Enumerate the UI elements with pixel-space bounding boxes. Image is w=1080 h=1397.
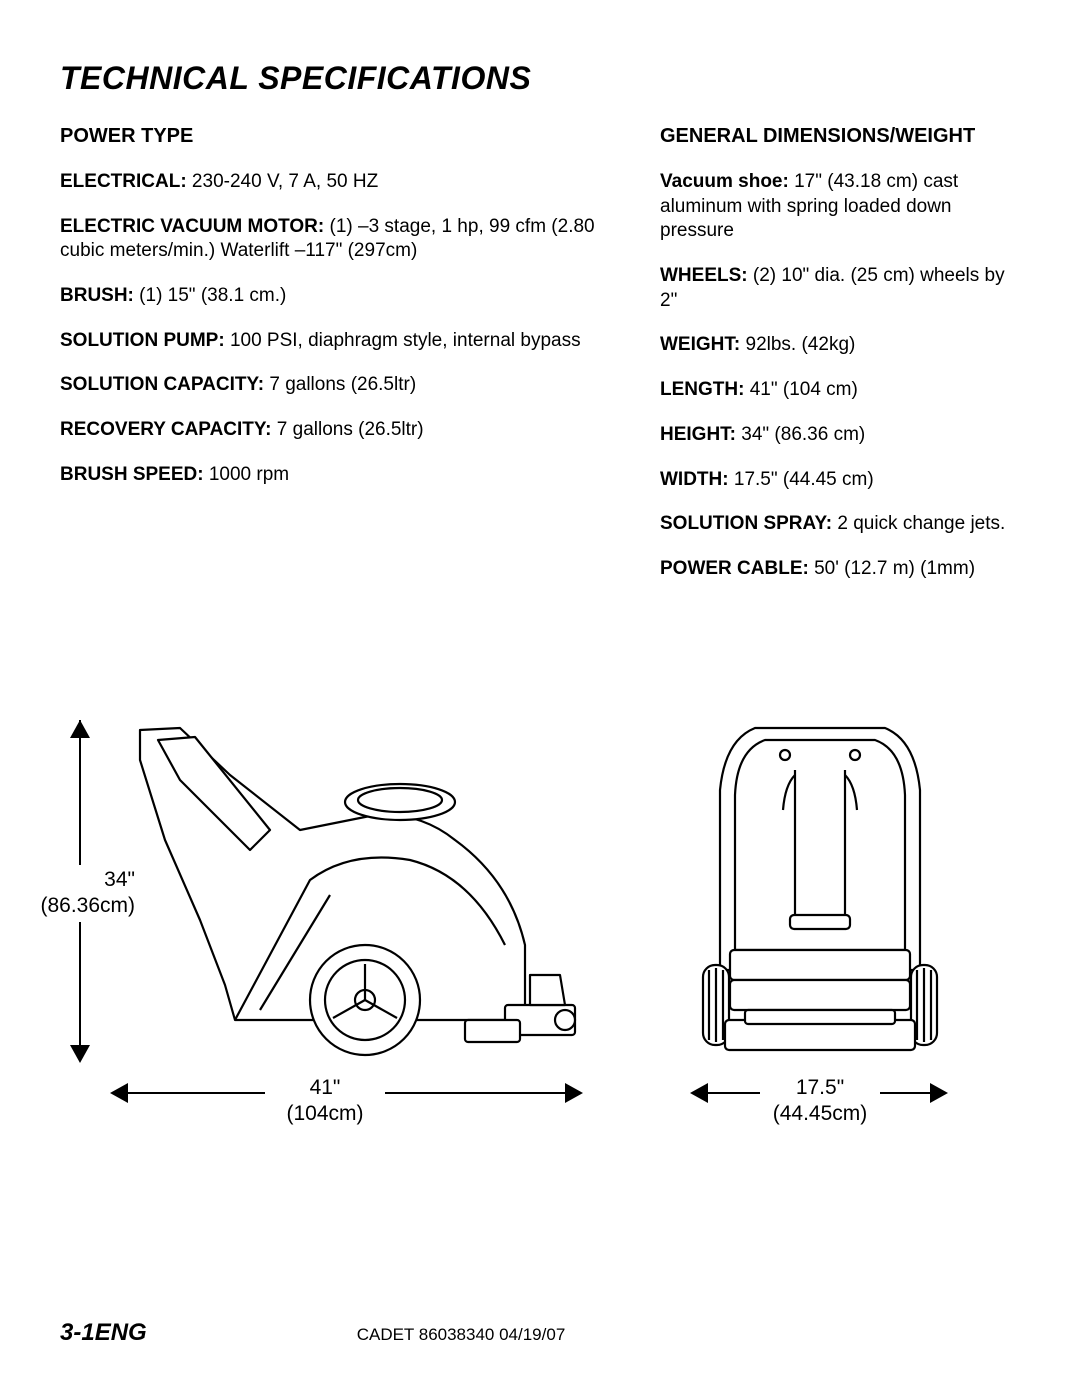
width-inches: 17.5" [796, 1076, 844, 1099]
spec-label: POWER CABLE: [660, 558, 809, 579]
side-view-diagram: 34" (86.36cm) 41" (104cm) [40, 720, 600, 1120]
document-id: CADET 86038340 04/19/07 [357, 1325, 566, 1345]
spec-label: BRUSH SPEED: [60, 464, 204, 485]
spec-row: Vacuum shoe: 17" (43.18 cm) cast aluminu… [660, 170, 1020, 244]
width-cm: (44.45cm) [773, 1102, 868, 1125]
page-title: TECHNICAL SPECIFICATIONS [60, 60, 1020, 97]
spec-value: 92lbs. (42kg) [740, 334, 855, 355]
spec-value: 7 gallons (26.5ltr) [264, 374, 416, 395]
spec-label: SOLUTION CAPACITY: [60, 374, 264, 395]
machine-front-view-icon [695, 720, 945, 1060]
spec-row: RECOVERY CAPACITY: 7 gallons (26.5ltr) [60, 418, 620, 443]
dimensions-column: GENERAL DIMENSIONS/WEIGHT Vacuum shoe: 1… [660, 125, 1020, 602]
spec-value: 1000 rpm [204, 464, 290, 485]
spec-row: WIDTH: 17.5" (44.45 cm) [660, 468, 1020, 493]
spec-value: 41" (104 cm) [744, 379, 857, 400]
spec-label: ELECTRIC VACUUM MOTOR: [60, 216, 324, 237]
spec-label: BRUSH: [60, 285, 134, 306]
spec-label: RECOVERY CAPACITY: [60, 419, 272, 440]
spec-value: 7 gallons (26.5ltr) [272, 419, 424, 440]
spec-row: ELECTRICAL: 230-240 V, 7 A, 50 HZ [60, 170, 620, 195]
spec-label: WEIGHT: [660, 334, 740, 355]
power-type-heading: POWER TYPE [60, 125, 620, 148]
arrow-right-icon [565, 1083, 583, 1103]
spec-row: HEIGHT: 34" (86.36 cm) [660, 423, 1020, 448]
spec-row: SOLUTION CAPACITY: 7 gallons (26.5ltr) [60, 373, 620, 398]
length-dimension-label: 41" (104cm) [265, 1075, 385, 1128]
spec-label: LENGTH: [660, 379, 744, 400]
page-number: 3-1ENG [60, 1319, 147, 1347]
spec-row: SOLUTION SPRAY: 2 quick change jets. [660, 512, 1020, 537]
width-dimension-label: 17.5" (44.45cm) [760, 1075, 880, 1128]
spec-label: SOLUTION SPRAY: [660, 513, 832, 534]
spec-row: ELECTRIC VACUUM MOTOR: (1) –3 stage, 1 h… [60, 215, 620, 264]
spec-row: WHEELS: (2) 10" dia. (25 cm) wheels by 2… [660, 264, 1020, 313]
spec-label: SOLUTION PUMP: [60, 330, 225, 351]
spec-row: LENGTH: 41" (104 cm) [660, 378, 1020, 403]
spec-value: 230-240 V, 7 A, 50 HZ [187, 171, 379, 192]
page-footer: 3-1ENG CADET 86038340 04/19/07 [60, 1319, 1020, 1347]
dimension-diagrams: 34" (86.36cm) 41" (104cm) [0, 660, 1080, 1120]
spec-row: BRUSH: (1) 15" (38.1 cm.) [60, 284, 620, 309]
spec-label: HEIGHT: [660, 424, 736, 445]
spec-label: WHEELS: [660, 265, 748, 286]
front-view-diagram: 17.5" (44.45cm) [690, 720, 970, 1120]
machine-side-view-icon [110, 720, 590, 1060]
spec-label: Vacuum shoe: [660, 171, 789, 192]
spec-value: 34" (86.36 cm) [736, 424, 865, 445]
spec-row: BRUSH SPEED: 1000 rpm [60, 463, 620, 488]
spec-value: 100 PSI, diaphragm style, internal bypas… [225, 330, 581, 351]
spec-row: SOLUTION PUMP: 100 PSI, diaphragm style,… [60, 329, 620, 354]
spec-columns: POWER TYPE ELECTRICAL: 230-240 V, 7 A, 5… [60, 125, 1020, 602]
spec-value: 2 quick change jets. [832, 513, 1005, 534]
spec-label: WIDTH: [660, 469, 729, 490]
arrow-down-icon [70, 1045, 90, 1063]
spec-row: POWER CABLE: 50' (12.7 m) (1mm) [660, 557, 1020, 582]
spec-value: (1) 15" (38.1 cm.) [134, 285, 286, 306]
arrow-right-icon [930, 1083, 948, 1103]
length-cm: (104cm) [286, 1102, 363, 1125]
spec-row: WEIGHT: 92lbs. (42kg) [660, 333, 1020, 358]
spec-value: 17.5" (44.45 cm) [729, 469, 874, 490]
power-type-column: POWER TYPE ELECTRICAL: 230-240 V, 7 A, 5… [60, 125, 620, 602]
length-inches: 41" [310, 1076, 341, 1099]
spec-value: 50' (12.7 m) (1mm) [809, 558, 975, 579]
spec-label: ELECTRICAL: [60, 171, 187, 192]
dimensions-heading: GENERAL DIMENSIONS/WEIGHT [660, 125, 1020, 148]
